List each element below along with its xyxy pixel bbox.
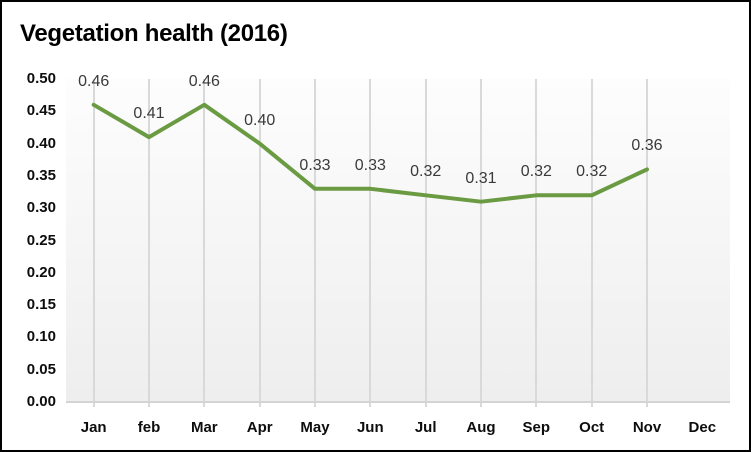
x-axis-tick-label: Apr bbox=[246, 419, 273, 436]
data-label: 0.46 bbox=[188, 72, 220, 90]
data-label: 0.40 bbox=[244, 111, 276, 129]
x-axis-tick-label: Jul bbox=[414, 419, 437, 436]
data-label: 0.32 bbox=[410, 163, 442, 181]
y-axis-tick-label: 0.30 bbox=[26, 199, 56, 217]
y-axis-tick-label: 0.25 bbox=[26, 231, 56, 249]
x-axis-tick-label: Nov bbox=[632, 419, 662, 436]
x-axis-tick-label: Aug bbox=[466, 419, 496, 436]
x-axis-tick-label: feb bbox=[137, 419, 161, 436]
x-axis-tick-label: Jun bbox=[356, 419, 384, 436]
plot-area bbox=[66, 79, 730, 402]
y-axis-tick-label: 0.35 bbox=[26, 166, 56, 184]
y-axis-tick-label: 0.05 bbox=[26, 360, 56, 378]
x-axis-tick-label: Oct bbox=[579, 419, 605, 436]
x-axis-tick-label: Dec bbox=[688, 419, 717, 436]
data-label: 0.33 bbox=[299, 156, 331, 174]
data-label: 0.46 bbox=[78, 72, 110, 90]
data-label: 0.32 bbox=[576, 163, 608, 181]
y-axis-tick-label: 0.20 bbox=[26, 263, 56, 281]
y-axis-tick-label: 0.10 bbox=[26, 328, 56, 346]
y-axis-tick-label: 0.00 bbox=[26, 393, 56, 410]
y-axis-tick-label: 0.15 bbox=[26, 296, 56, 314]
data-label: 0.33 bbox=[354, 156, 386, 174]
data-label: 0.31 bbox=[465, 169, 497, 187]
y-axis-tick-label: 0.40 bbox=[26, 134, 56, 152]
y-axis-tick-label: 0.50 bbox=[26, 70, 56, 87]
x-axis-tick-label: May bbox=[300, 419, 330, 436]
data-label: 0.32 bbox=[520, 163, 552, 181]
chart-title: Vegetation health (2016) bbox=[20, 20, 288, 47]
data-label: 0.36 bbox=[631, 137, 663, 155]
y-axis-tick-label: 0.45 bbox=[26, 102, 56, 120]
x-axis-tick-label: Sep bbox=[522, 419, 551, 436]
x-axis-tick-label: Mar bbox=[190, 419, 218, 436]
data-label: 0.41 bbox=[133, 105, 165, 123]
x-axis-tick-label: Jan bbox=[80, 419, 107, 436]
